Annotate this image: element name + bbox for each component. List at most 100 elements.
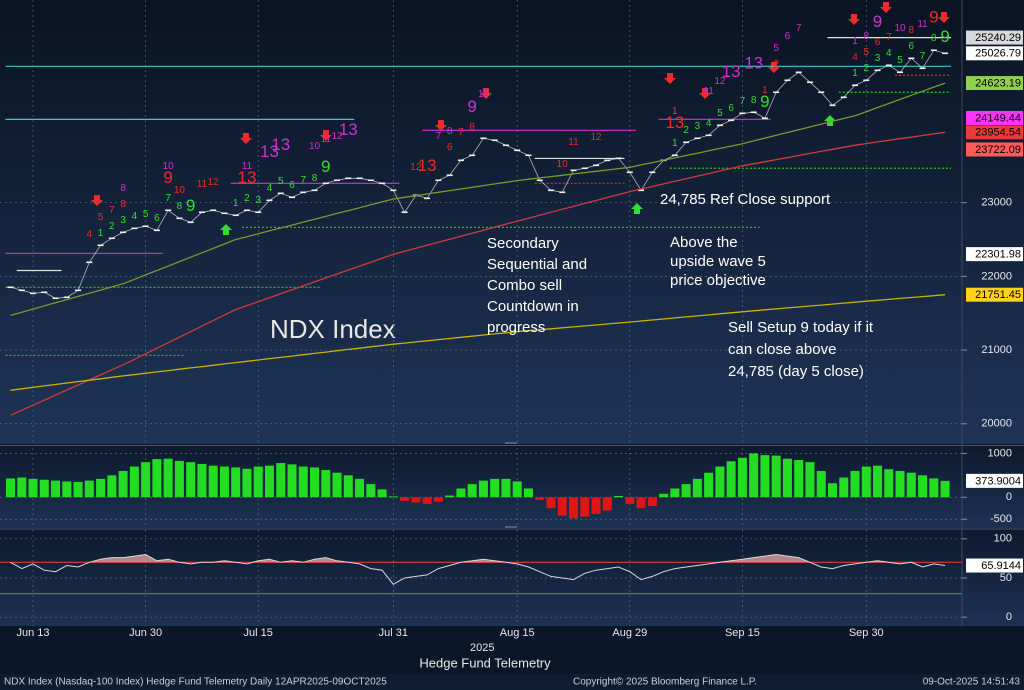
td-setup-count: 9 xyxy=(940,27,949,46)
td-setup-count: 4 xyxy=(132,211,138,222)
arrow-up xyxy=(220,224,232,235)
td-countdown-count: 11 xyxy=(568,137,579,148)
histogram-bar xyxy=(681,484,691,498)
price-tag-label: 25240.29 xyxy=(975,32,1021,44)
signal-arrows xyxy=(91,2,950,206)
annotation: upside wave 5 xyxy=(670,253,766,270)
histogram-bar xyxy=(264,465,274,498)
td-combo-count: 13 xyxy=(260,142,279,161)
annotation: Sell Setup 9 today if it xyxy=(728,319,874,336)
td-countdown-count: 6 xyxy=(875,37,881,48)
plot-area xyxy=(0,448,962,528)
x-tick-label: Sep 15 xyxy=(725,627,760,639)
td-setup-count: 5 xyxy=(143,209,149,220)
td-countdown-count: 8 xyxy=(909,25,915,36)
histogram-bar xyxy=(546,497,556,509)
histogram-bar xyxy=(490,478,500,498)
x-tick-label: Sep 30 xyxy=(849,627,884,639)
histogram-bar xyxy=(737,457,747,498)
histogram-bar xyxy=(805,462,815,498)
histogram-bar xyxy=(118,470,128,498)
td-countdown-count: 10 xyxy=(174,185,186,196)
histogram-bar xyxy=(827,483,837,498)
histogram-bar xyxy=(749,453,759,498)
td-countdown-count: 12 xyxy=(590,132,602,143)
histogram-bar xyxy=(625,497,635,504)
y-tick-label: 100 xyxy=(994,533,1012,545)
histogram-bar xyxy=(760,455,770,498)
td-setup-count: 1 xyxy=(672,138,678,149)
histogram-bar xyxy=(726,461,736,498)
x-tick-label: Jun 13 xyxy=(17,627,50,639)
histogram-bar xyxy=(647,497,657,507)
histogram-bar xyxy=(28,478,38,498)
td-countdown-count: 1 xyxy=(762,85,768,96)
annotation: Secondary xyxy=(487,235,559,252)
histogram-bar xyxy=(478,480,488,498)
td-setup-count: 8 xyxy=(312,173,318,184)
annotation: Countdown in xyxy=(487,298,579,315)
histogram-bar xyxy=(411,497,421,503)
histogram-bar xyxy=(569,497,578,519)
td-combo-count: 6 xyxy=(785,31,791,42)
td-combo-count: 7 xyxy=(796,23,802,34)
histogram-bar xyxy=(467,484,477,498)
histogram-bar xyxy=(445,495,455,498)
td-setup-count: 6 xyxy=(289,180,295,191)
td-combo-count: 13 xyxy=(271,135,290,154)
price-tag xyxy=(966,110,1023,125)
td-setup-count: 8 xyxy=(751,95,757,106)
x-tick-label: Aug 29 xyxy=(612,627,647,639)
td-combo-count: 10 xyxy=(894,23,906,34)
arrow-down xyxy=(938,12,950,23)
td-setup-count: 7 xyxy=(300,175,306,186)
td-setup-count: 6 xyxy=(909,41,915,52)
x-tick-label: Aug 15 xyxy=(500,627,535,639)
arrow-down xyxy=(699,88,711,99)
arrow-down xyxy=(91,195,103,206)
histogram-bar xyxy=(782,458,792,498)
annotation: progress xyxy=(487,319,545,336)
price-tag-label: 24149.44 xyxy=(975,112,1021,124)
td-countdown-count: 5 xyxy=(98,212,104,223)
td-countdown-count: 12 xyxy=(208,177,220,188)
arrow-down xyxy=(240,133,252,144)
td-setup-count: 4 xyxy=(886,48,892,59)
td-setup-count: 2 xyxy=(863,63,869,74)
td-combo-count: 5 xyxy=(773,43,779,54)
td-countdown-count: 7 xyxy=(458,127,464,138)
y-tick-label: 20000 xyxy=(981,418,1012,430)
histogram-bar xyxy=(242,468,252,498)
histogram-bar xyxy=(602,497,612,511)
histogram-bar xyxy=(715,466,725,498)
histogram-bar xyxy=(321,470,331,498)
x-tick-label: Jun 30 xyxy=(129,627,162,639)
td-setup-count: 8 xyxy=(177,201,183,212)
histogram-bar xyxy=(670,488,680,498)
price-tag-label: 22301.98 xyxy=(975,249,1021,261)
price-tag xyxy=(966,287,1023,302)
td-combo-count: 9 xyxy=(873,12,882,31)
histogram-bar xyxy=(287,464,297,498)
x-axis-label: Hedge Fund Telemetry xyxy=(419,655,551,670)
price-tag-label: 23722.09 xyxy=(975,144,1021,156)
arrow-down xyxy=(480,88,492,99)
moving-average xyxy=(10,82,946,317)
histogram-bar xyxy=(692,478,702,498)
td-countdown-count: 12 xyxy=(410,162,422,173)
td-combo-count: 8 xyxy=(863,31,869,42)
histogram-bar xyxy=(816,470,826,498)
td-setup-count: 6 xyxy=(728,103,734,114)
td-combo-count: 9 xyxy=(467,97,476,116)
footer-center: Copyright© 2025 Bloomberg Finance L.P. xyxy=(573,677,757,688)
histogram-bar xyxy=(433,497,443,502)
histogram-bar xyxy=(918,475,928,498)
price-tag xyxy=(966,247,1023,262)
td-setup-count: 3 xyxy=(120,215,126,226)
td-countdown-count: 5 xyxy=(863,47,869,58)
histogram-bar xyxy=(591,497,601,514)
annotation: can close above xyxy=(728,341,836,358)
td-combo-count: 8 xyxy=(447,126,453,137)
arrow-down xyxy=(320,130,332,141)
arrow-down xyxy=(664,73,676,84)
